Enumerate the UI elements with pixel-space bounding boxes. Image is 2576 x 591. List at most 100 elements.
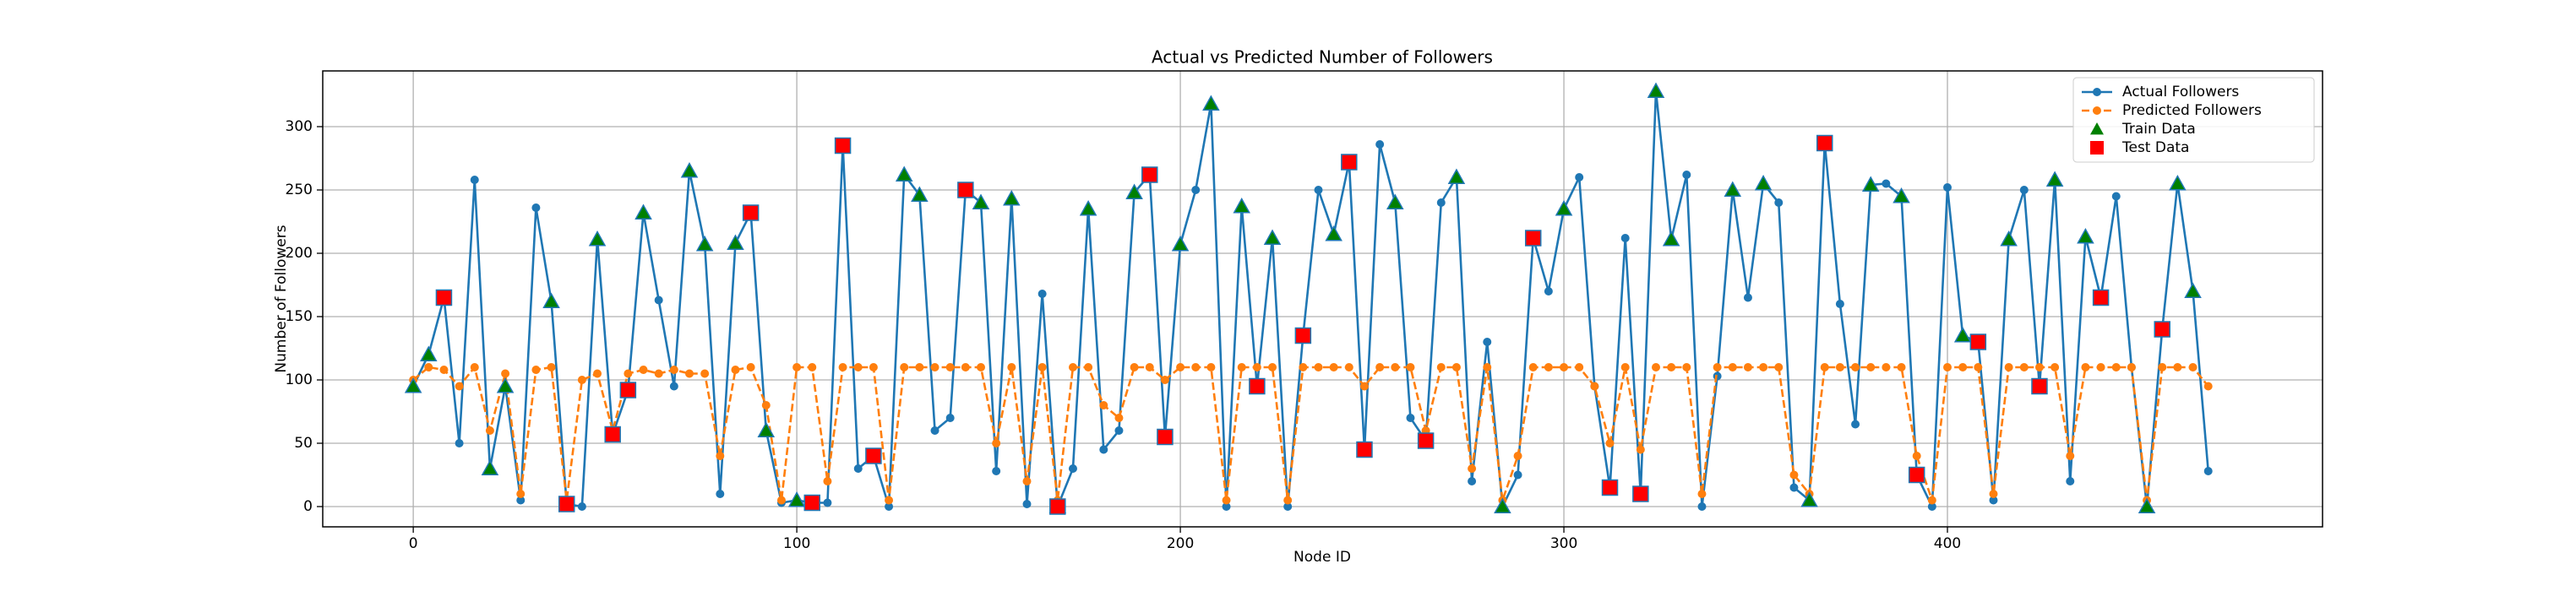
point bbox=[485, 426, 494, 435]
point bbox=[1590, 382, 1599, 391]
point bbox=[1560, 363, 1569, 371]
scatter-point bbox=[1800, 491, 1818, 507]
point bbox=[1436, 198, 1446, 207]
point bbox=[1359, 382, 1369, 391]
scatter-point bbox=[865, 447, 882, 464]
point bbox=[1882, 363, 1891, 371]
scatter-point bbox=[619, 382, 637, 399]
scatter-point bbox=[680, 161, 699, 178]
point bbox=[1958, 363, 1968, 371]
scatter-point bbox=[1171, 235, 1190, 252]
point bbox=[1007, 363, 1016, 371]
point bbox=[1682, 363, 1691, 371]
point bbox=[1774, 363, 1784, 371]
legend-marker bbox=[2090, 141, 2104, 155]
point bbox=[1974, 363, 1983, 371]
y-tick-label: 200 bbox=[286, 245, 313, 262]
point bbox=[455, 382, 464, 391]
scatter-point bbox=[911, 186, 929, 202]
series-line bbox=[411, 90, 2210, 511]
point bbox=[501, 369, 510, 378]
point bbox=[776, 496, 786, 505]
scatter-point bbox=[1524, 230, 1542, 247]
scatter-point bbox=[1953, 326, 1972, 343]
y-tick-label: 250 bbox=[286, 182, 313, 198]
point bbox=[1468, 464, 1477, 473]
point bbox=[1375, 363, 1385, 371]
point bbox=[1528, 363, 1538, 371]
scatter-point bbox=[1754, 174, 1773, 191]
y-tick-label: 150 bbox=[286, 308, 313, 325]
y-axis-label: Number of Followers bbox=[273, 225, 290, 372]
point bbox=[1206, 363, 1216, 371]
point bbox=[654, 296, 663, 305]
point bbox=[1759, 363, 1768, 371]
point bbox=[2173, 363, 2182, 371]
point bbox=[885, 502, 894, 511]
x-tick-label: 300 bbox=[1550, 535, 1577, 552]
point bbox=[1743, 363, 1752, 371]
point bbox=[1037, 363, 1047, 371]
y-tick-label: 300 bbox=[286, 118, 313, 135]
point bbox=[1436, 363, 1446, 371]
scatter-point bbox=[1386, 193, 1404, 209]
point bbox=[470, 176, 479, 184]
scatter-point bbox=[695, 235, 714, 252]
scatter-point bbox=[1003, 189, 1021, 206]
y-tick-label: 0 bbox=[303, 498, 313, 515]
point bbox=[1927, 502, 1936, 511]
scatter-point bbox=[1724, 181, 1742, 197]
scatter-point bbox=[542, 292, 560, 308]
point bbox=[1866, 363, 1876, 371]
point bbox=[853, 363, 863, 371]
point bbox=[761, 401, 771, 409]
scatter-point bbox=[1494, 497, 1511, 513]
point bbox=[1697, 502, 1707, 511]
chart-title: Actual vs Predicted Number of Followers bbox=[1152, 47, 1493, 68]
point bbox=[1713, 363, 1722, 371]
scatter-point bbox=[2045, 171, 2064, 187]
point bbox=[1176, 363, 1185, 371]
point bbox=[1068, 464, 1077, 473]
point bbox=[716, 490, 725, 498]
point bbox=[716, 452, 725, 460]
scatter-point bbox=[1969, 333, 1987, 350]
point bbox=[1835, 363, 1844, 371]
point bbox=[2096, 363, 2105, 371]
point bbox=[1697, 490, 1707, 498]
scatter-point bbox=[2184, 282, 2202, 298]
point bbox=[945, 363, 955, 371]
scatter-point bbox=[1202, 95, 1220, 111]
point bbox=[1835, 300, 1844, 308]
point bbox=[838, 363, 847, 371]
point bbox=[2066, 452, 2075, 460]
point bbox=[961, 363, 970, 371]
point bbox=[2188, 363, 2197, 371]
point bbox=[853, 464, 863, 473]
point bbox=[1314, 186, 1323, 194]
point bbox=[977, 363, 986, 371]
point bbox=[1513, 452, 1522, 460]
point bbox=[1483, 363, 1492, 371]
point bbox=[1391, 363, 1400, 371]
scatter-point bbox=[2154, 321, 2170, 338]
point bbox=[1851, 363, 1860, 371]
point bbox=[1851, 420, 1860, 429]
point bbox=[1483, 338, 1492, 346]
point bbox=[1222, 496, 1231, 505]
scatter-point bbox=[558, 496, 575, 512]
scatter-point bbox=[2031, 377, 2048, 395]
point bbox=[2081, 363, 2090, 371]
point bbox=[1943, 183, 1952, 192]
point bbox=[1037, 290, 1047, 298]
point bbox=[516, 490, 526, 498]
scatter-point bbox=[1263, 229, 1282, 245]
scatter-point bbox=[895, 165, 913, 182]
point bbox=[1789, 483, 1799, 492]
scatter-point bbox=[1893, 187, 1910, 203]
x-tick-label: 200 bbox=[1167, 535, 1194, 552]
point bbox=[1191, 363, 1201, 371]
scatter-point bbox=[834, 137, 852, 155]
point bbox=[930, 426, 939, 435]
legend-label: Predicted Followers bbox=[2122, 102, 2262, 119]
